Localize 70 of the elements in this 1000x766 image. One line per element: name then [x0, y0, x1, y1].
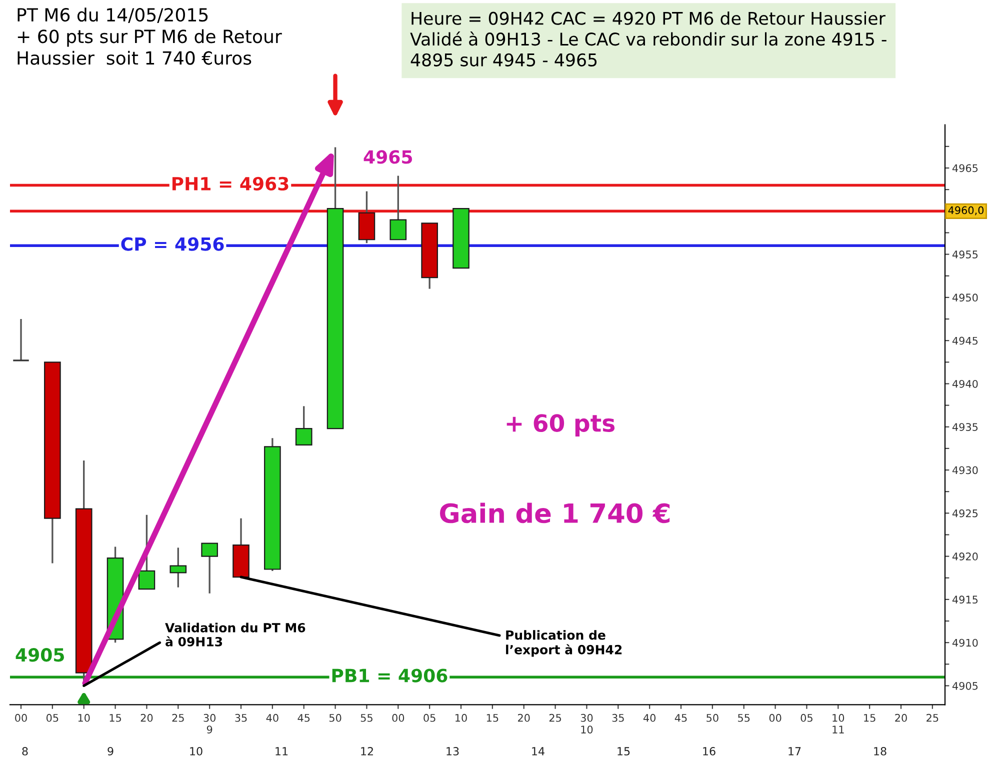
x-tick-label: 30 10 — [580, 714, 593, 734]
x-tick-label: 25 — [172, 714, 184, 722]
y-tick-label: 4935 — [952, 423, 978, 431]
y-tick-label: 4940 — [952, 380, 978, 388]
x-tick-label: 00 — [392, 714, 404, 722]
y-tick-label: 4915 — [952, 596, 978, 604]
text: 16 — [703, 747, 716, 756]
annotation: 4905 — [16, 648, 64, 662]
x-tick-label: 20 — [895, 714, 907, 722]
candlestick — [12, 318, 30, 362]
x-tick-label: 05 — [46, 714, 58, 722]
x-tick-label: 05 — [424, 714, 436, 722]
text: 13 — [446, 747, 459, 756]
text: 10 — [190, 747, 202, 756]
x-tick-label: 25 — [549, 714, 562, 722]
ref-line-label: PH1 = 4963 — [172, 176, 288, 190]
x-tick-label: 30 9 — [204, 714, 216, 734]
text: 8 — [22, 747, 28, 756]
candlestick — [201, 542, 218, 594]
annotation: Validation du PT M6 à 09H13 — [165, 622, 306, 646]
x-tick-label: 05 — [800, 714, 812, 722]
x-tick-label: 55 — [360, 714, 372, 722]
x-tick-label: 50 — [329, 714, 342, 722]
x-tick-label: 20 — [140, 714, 153, 722]
x-tick-label: 40 — [266, 714, 278, 722]
x-tick-label: 50 — [706, 714, 718, 722]
x-tick-label: 10 — [456, 714, 467, 722]
x-tick-label: 00 — [769, 714, 782, 722]
candlestick — [390, 174, 407, 240]
x-tick-label: 10 — [78, 714, 90, 722]
x-tick-label: 15 — [486, 714, 498, 722]
x-tick-label: 15 — [864, 714, 876, 722]
x-tick-label: 45 — [298, 714, 310, 722]
y-tick-label: 4945 — [952, 336, 978, 345]
text: 9 — [108, 747, 114, 756]
annotation: 4960,0 — [948, 206, 984, 216]
x-tick-label: 00 — [15, 714, 27, 722]
annotation: Publication de l’export à 09H42 — [506, 630, 622, 657]
x-tick-label: 20 — [518, 714, 530, 722]
chart-subtitle: Heure = 09H42 CAC = 4920 PT M6 de Retour Haussier Validé à 09H13 - Le CAC va rebondir sur la zone 4915 - 4895 sur 4945 - 4965 — [410, 11, 886, 66]
y-tick-label: 4930 — [952, 466, 978, 474]
y-tick-label: 4920 — [952, 552, 978, 560]
chart-title: PT M6 du 14/05/2015 + 60 pts sur PT M6 de Retour Haussier soit 1 740 €uros — [18, 8, 282, 65]
ref-line-label: PB1 = 4906 — [332, 668, 448, 682]
candlestick — [295, 405, 312, 446]
y-tick-label: 4955 — [952, 250, 978, 258]
y-tick-label: 4910 — [952, 638, 978, 647]
text: 12 — [361, 747, 373, 756]
annotation: 4965 — [364, 150, 412, 164]
x-tick-label: 35 — [235, 714, 247, 722]
text: 15 — [618, 747, 630, 756]
text: 18 — [874, 747, 886, 756]
y-tick-label: 4905 — [952, 682, 978, 690]
text: 11 — [276, 747, 288, 756]
x-tick-label: 55 — [738, 714, 750, 722]
x-tick-label: 25 — [926, 714, 938, 722]
x-tick-label: 45 — [674, 714, 687, 722]
text: 17 — [788, 747, 801, 756]
text: 14 — [532, 747, 544, 756]
candlestick — [170, 546, 187, 588]
y-tick-label: 4950 — [952, 294, 978, 302]
x-tick-label: 10 11 — [832, 714, 844, 734]
x-tick-label: 40 — [643, 714, 656, 722]
ref-line-label: CP = 4956 — [121, 237, 224, 251]
x-tick-label: 15 — [110, 714, 122, 722]
annotation: + 60 pts — [506, 414, 615, 437]
annotation: Gain de 1 740 € — [440, 502, 670, 524]
y-tick-label: 4925 — [952, 509, 978, 518]
y-tick-label: 4965 — [952, 164, 978, 172]
x-tick-label: 35 — [612, 714, 624, 722]
